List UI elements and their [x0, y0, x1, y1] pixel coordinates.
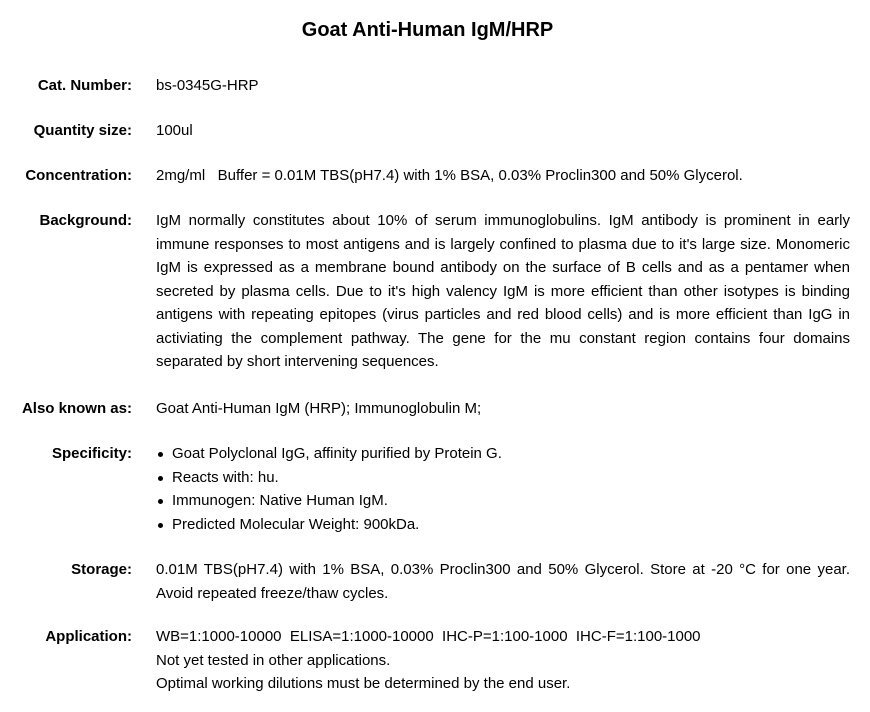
application-note: Not yet tested in other applications.	[156, 651, 391, 669]
specificity-item: Reacts with: hu.	[158, 466, 850, 490]
application-dilutions: WB=1:1000-10000 ELISA=1:1000-10000 IHC-P…	[156, 628, 701, 645]
concentration-value: 2mg/ml Buffer = 0.01M TBS(pH7.4) with 1%…	[156, 167, 743, 184]
also-known-as-value: Goat Anti-Human IgM (HRP); Immunoglobuli…	[156, 400, 482, 417]
application-label: Application:	[45, 628, 132, 645]
application-note: Optimal working dilutions must be determ…	[156, 675, 571, 692]
cat-number-label: Cat. Number:	[37, 77, 132, 94]
also-known-as-label: Also known as:	[21, 400, 132, 417]
background-value: IgM normally constitutes about 10% of se…	[156, 212, 850, 370]
storage-value: 0.01M TBS(pH7.4) with 1% BSA, 0.03% Proc…	[156, 561, 850, 602]
cat-number-value: bs-0345G-HRP	[156, 77, 259, 94]
specificity-item: Predicted Molecular Weight: 900kDa.	[158, 513, 850, 537]
specificity-item: Goat Polyclonal IgG, affinity purified b…	[158, 442, 850, 466]
specificity-item: Immunogen: Native Human IgM.	[158, 489, 850, 513]
quantity-label: Quantity size:	[33, 122, 132, 139]
specificity-list: Goat Polyclonal IgG, affinity purified b…	[156, 442, 850, 536]
concentration-label: Concentration:	[25, 167, 132, 184]
background-label: Background:	[39, 212, 132, 229]
application-value: WB=1:1000-10000 ELISA=1:1000-10000 IHC-P…	[156, 625, 850, 696]
product-title: Goat Anti-Human IgM/HRP	[301, 19, 554, 41]
quantity-value: 100ul	[156, 122, 193, 139]
specificity-label: Specificity:	[51, 445, 132, 462]
storage-label: Storage:	[71, 561, 132, 578]
